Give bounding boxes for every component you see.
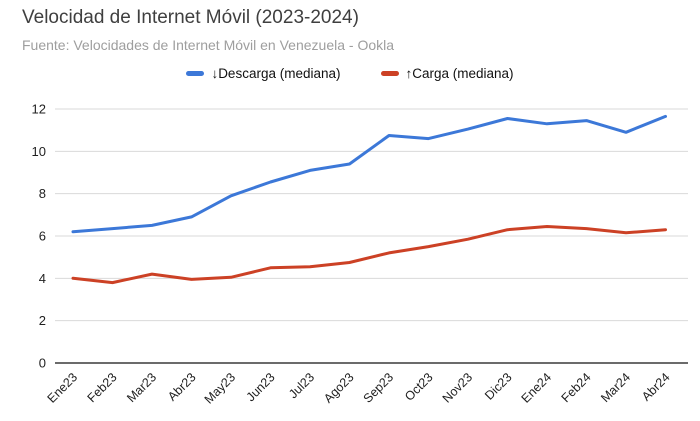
x-tick-label: Feb23 (85, 370, 120, 405)
y-tick-label: 12 (32, 102, 46, 117)
x-tick-label: Jun23 (244, 370, 278, 404)
x-tick-label: May23 (202, 370, 238, 406)
x-tick-label: Nov23 (440, 370, 475, 405)
x-tick-label: Abr24 (639, 370, 673, 404)
carga-line (71, 225, 667, 285)
chart-canvas: 0 2 4 6 8 10 12 Ene23 Feb23 Mar23 Abr23 May23 Jun23 J… (32, 102, 688, 407)
x-tick-label: Feb24 (559, 370, 594, 405)
y-tick-label: 2 (39, 313, 46, 328)
x-tick-label: Mar24 (598, 370, 633, 405)
carga-line-swatch-icon (380, 71, 399, 76)
x-tick-label: Ene24 (519, 370, 554, 405)
x-tick-label: Ago23 (321, 370, 356, 405)
y-tick-label: 6 (39, 229, 46, 244)
chart-subtitle: Fuente: Velocidades de Internet Móvil en… (22, 37, 395, 53)
y-tick-label: 10 (32, 144, 46, 159)
x-tick-label: Abr23 (165, 370, 199, 404)
y-tick-label: 0 (39, 356, 46, 371)
descarga-line-swatch-icon (186, 71, 205, 76)
y-tick-label: 8 (39, 186, 46, 201)
x-tick-label: Mar23 (124, 370, 159, 405)
legend-item-descarga: ↓Descarga (mediana) (186, 66, 341, 81)
legend-label-descarga: ↓Descarga (mediana) (211, 66, 341, 81)
chart-legend: ↓Descarga (mediana) ↑Carga (mediana) (0, 66, 700, 81)
descarga-line (71, 114, 667, 234)
y-tick-label: 4 (39, 271, 46, 286)
x-tick-label: Oct23 (402, 370, 436, 404)
legend-label-carga: ↑Carga (mediana) (405, 66, 514, 81)
x-tick-label: Ene23 (45, 370, 80, 405)
x-tick-label: Dic23 (482, 370, 515, 403)
x-tick-label: Sep23 (361, 370, 396, 405)
chart-title: Velocidad de Internet Móvil (2023-2024) (22, 7, 359, 28)
legend-item-carga: ↑Carga (mediana) (380, 66, 514, 81)
x-tick-label: Jul23 (286, 370, 317, 401)
